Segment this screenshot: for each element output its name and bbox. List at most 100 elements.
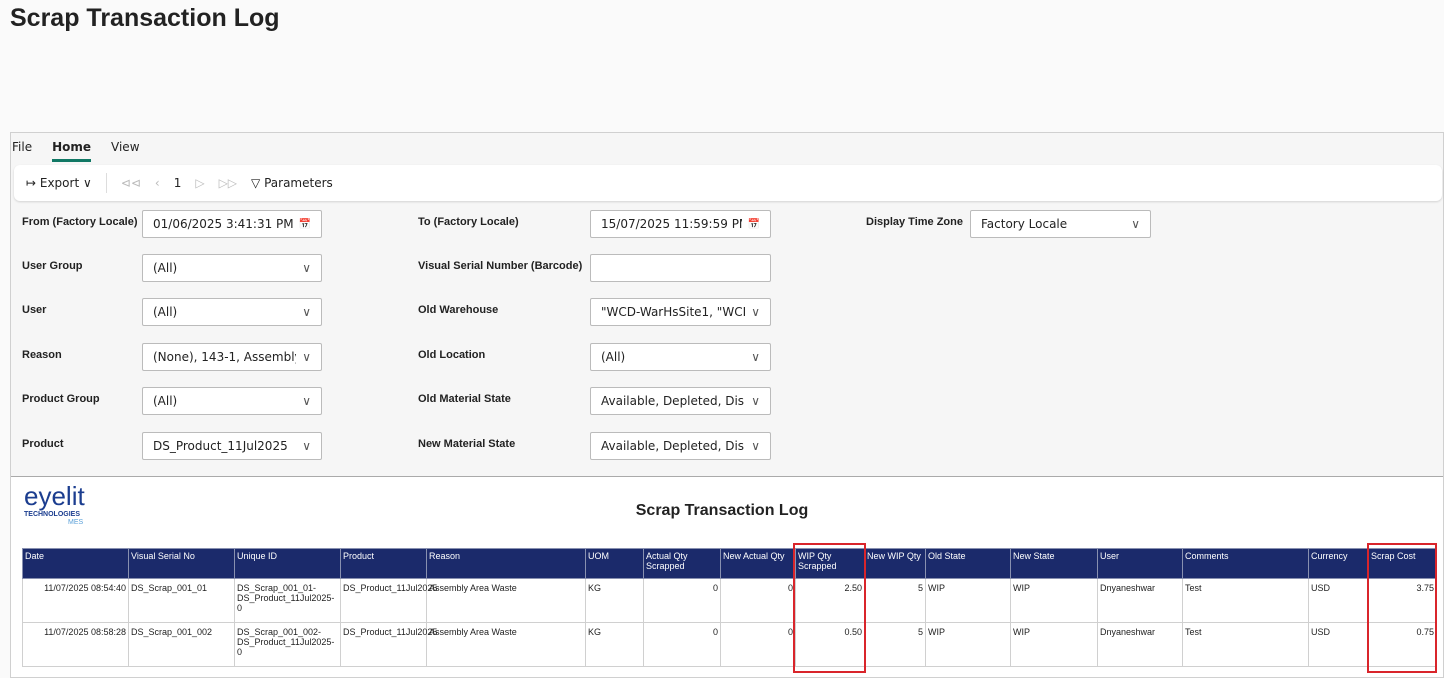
- chevron-icon: ∨: [302, 394, 311, 408]
- highlight-box: [1367, 543, 1437, 673]
- parameter-value: (All): [153, 261, 178, 275]
- highlight-box: [793, 543, 866, 673]
- dropdown[interactable]: (None), 143-1, Assembly ∨: [142, 343, 322, 371]
- chevron-icon: ∨: [302, 305, 311, 319]
- chevron-icon: ∨: [1131, 217, 1140, 231]
- parameter-label: Old Material State: [418, 393, 511, 405]
- chevron-icon: ∨: [751, 305, 760, 319]
- table-cell: 0: [720, 578, 796, 623]
- next-page[interactable]: ▷: [195, 176, 205, 190]
- parameter-label: From (Factory Locale): [22, 216, 138, 228]
- parameter-label: To (Factory Locale): [418, 216, 519, 228]
- column-header: User: [1097, 548, 1183, 579]
- table-cell: WIP: [1010, 578, 1098, 623]
- menu-item[interactable]: File: [12, 140, 33, 154]
- table-cell: DS_Product_11Jul2025: [340, 578, 437, 623]
- menu-item[interactable]: View: [111, 140, 140, 154]
- calendar-icon: 📅: [298, 218, 311, 230]
- parameter-value: (All): [601, 350, 626, 364]
- column-header: Product: [340, 548, 427, 579]
- column-header: Reason: [426, 548, 586, 579]
- dropdown[interactable]: "WCD-WarHsSite1, "WCD ∨: [590, 298, 771, 326]
- parameter-value: 15/07/2025 11:59:59 PM: [601, 217, 742, 231]
- table-cell: 0: [720, 622, 796, 667]
- table-cell: 11/07/2025 08:58:28: [22, 622, 129, 667]
- table-cell: USD: [1308, 578, 1369, 623]
- data-table: Date Visual Serial No Unique ID Product Reas…: [22, 548, 1437, 667]
- parameter-value: (All): [153, 394, 178, 408]
- menu-bar: File Home View: [12, 140, 140, 162]
- column-header: Scrap Cost: [1368, 548, 1437, 579]
- export-label: Export: [39, 176, 80, 190]
- parameter-value: DS_Product_11Jul2025: [153, 439, 288, 453]
- column-header: Comments: [1182, 548, 1309, 579]
- column-header: UOM: [585, 548, 644, 579]
- column-header: New Actual Qty: [720, 548, 796, 579]
- table-cell: Test: [1182, 578, 1309, 623]
- column-header: New State: [1010, 548, 1098, 579]
- table-cell: DS_Scrap_001_002-DS_Product_11Jul2025-0: [234, 622, 341, 667]
- export-button[interactable]: ↦ Export ∨: [26, 176, 92, 190]
- table-row: 11/07/2025 08:54:40 DS_Scrap_001_01 DS_Scr…: [22, 578, 1437, 623]
- table-cell: USD: [1308, 622, 1369, 667]
- prev-page[interactable]: ‹: [154, 176, 160, 190]
- logo: eyelit TECHNOLOGIES MES: [24, 482, 85, 527]
- parameter-value: 01/06/2025 3:41:31 PM: [153, 217, 293, 231]
- first-page[interactable]: ⊲⊲: [120, 176, 141, 190]
- chevron-icon: ∨: [302, 261, 311, 275]
- dropdown[interactable]: (All) ∨: [142, 254, 322, 282]
- menu-item[interactable]: Home: [52, 140, 92, 162]
- parameter-label: User Group: [22, 260, 83, 272]
- page-number: 1: [173, 176, 182, 190]
- dropdown[interactable]: Available, Depleted, Disp ∨: [590, 387, 771, 415]
- column-header: Visual Serial No: [128, 548, 235, 579]
- column-header: New WIP Qty: [864, 548, 926, 579]
- parameters-label: Parameters: [264, 176, 333, 190]
- table-cell: Test: [1182, 622, 1309, 667]
- page-title: Scrap Transaction Log: [10, 4, 280, 32]
- table-cell: Dnyaneshwar: [1097, 622, 1183, 667]
- toolbar: ↦ Export ∨ ⊲⊲ ‹ 1 ▷ ▷▷ ▽ Parameters: [14, 165, 1442, 201]
- parameter-value: Factory Locale: [981, 217, 1068, 231]
- table-cell: KG: [585, 622, 644, 667]
- column-header: Actual Qty Scrapped: [643, 548, 721, 579]
- parameter-label: User: [22, 304, 47, 316]
- parameters-button[interactable]: ▽ Parameters: [251, 176, 333, 190]
- report-title: Scrap Transaction Log: [635, 502, 809, 519]
- column-header: Date: [22, 548, 129, 579]
- parameter-label: Product Group: [22, 393, 100, 405]
- dropdown[interactable]: Factory Locale ∨: [970, 210, 1151, 238]
- date-input[interactable]: 01/06/2025 3:41:31 PM 📅: [142, 210, 322, 238]
- last-page[interactable]: ▷▷: [218, 176, 238, 190]
- table-cell: 2.50: [795, 578, 865, 623]
- text-input[interactable]: [590, 254, 771, 282]
- table-cell: 11/07/2025 08:54:40: [22, 578, 129, 623]
- parameter-value: (All): [153, 305, 178, 319]
- table-cell: KG: [585, 578, 644, 623]
- column-header: Unique ID: [234, 548, 341, 579]
- dropdown[interactable]: (All) ∨: [142, 298, 322, 326]
- parameter-label: Reason: [22, 349, 62, 361]
- dropdown[interactable]: Available, Depleted, Disp ∨: [590, 432, 771, 460]
- parameter-label: New Material State: [418, 438, 516, 450]
- dropdown[interactable]: (All) ∨: [142, 387, 322, 415]
- chevron-icon: ∨: [302, 439, 311, 453]
- dropdown[interactable]: DS_Product_11Jul2025 ∨: [142, 432, 322, 460]
- table-cell: 0: [643, 578, 721, 623]
- column-header: Currency: [1308, 548, 1369, 579]
- table-cell: 0: [643, 622, 721, 667]
- parameter-label: Old Location: [418, 349, 486, 361]
- table-cell: DS_Product_11Jul2025: [340, 622, 437, 667]
- parameter-label: Display Time Zone: [866, 216, 963, 228]
- table-cell: WIP: [925, 578, 1011, 623]
- parameter-value: "WCD-WarHsSite1, "WCD: [601, 305, 746, 319]
- chevron-icon: ∨: [751, 394, 760, 408]
- divider: [105, 173, 107, 193]
- table-cell: DS_Scrap_001_01: [128, 578, 235, 623]
- date-input[interactable]: 15/07/2025 11:59:59 PM 📅: [590, 210, 771, 238]
- table-row: 11/07/2025 08:58:28 DS_Scrap_001_002 DS_Sc…: [22, 622, 1437, 667]
- parameter-label: Visual Serial Number (Barcode): [418, 260, 583, 272]
- dropdown[interactable]: (All) ∨: [590, 343, 771, 371]
- parameter-value: Available, Depleted, Disp: [601, 439, 746, 453]
